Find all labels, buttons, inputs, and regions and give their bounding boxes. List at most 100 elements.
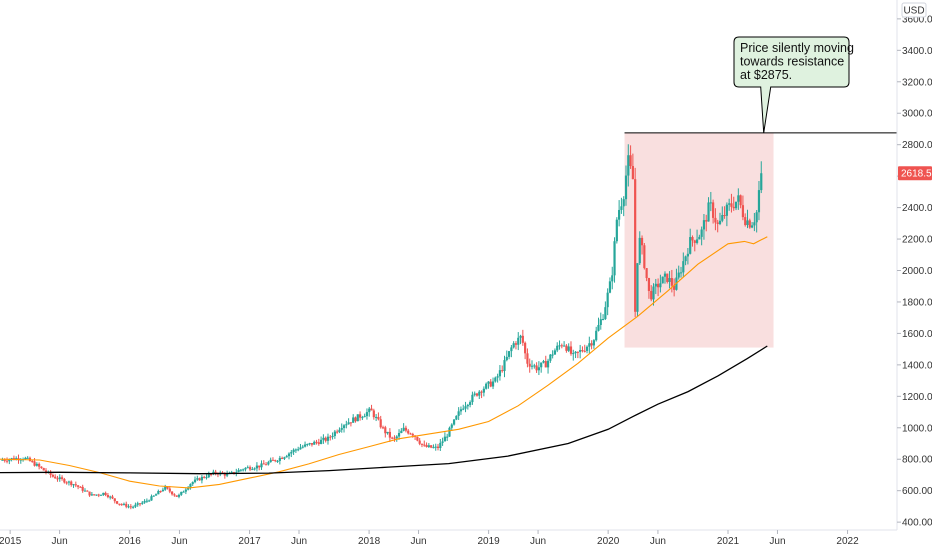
candle-body <box>255 465 259 469</box>
candle-body <box>269 459 272 463</box>
candle-body <box>661 276 664 284</box>
y-tick-label: 800.00 <box>902 455 932 466</box>
candle-body <box>67 481 71 483</box>
plot-area[interactable] <box>0 132 897 510</box>
x-tick-label: Jun <box>530 536 546 547</box>
candle-body <box>120 504 123 506</box>
candle-body <box>693 240 696 243</box>
candle-body <box>104 492 107 496</box>
candle-body <box>631 166 634 180</box>
candle-body <box>111 496 114 499</box>
candle-body <box>741 205 745 218</box>
candle-body <box>207 473 210 478</box>
candle-body <box>60 477 64 479</box>
candle-body <box>125 503 128 507</box>
candle-body <box>643 245 646 269</box>
candle-body <box>379 419 382 428</box>
candle-body <box>317 442 320 444</box>
candle-body <box>324 437 327 441</box>
candle-body <box>260 463 263 468</box>
moving-average-line-orange <box>0 236 768 489</box>
candle-body <box>624 175 628 200</box>
candle-body <box>537 367 540 371</box>
x-tick-label: 2017 <box>238 536 261 547</box>
candle-body <box>203 476 206 478</box>
x-tick-label: Jun <box>769 536 785 547</box>
candle-body <box>386 431 389 434</box>
candle-body <box>645 268 648 279</box>
candle-body <box>49 471 52 475</box>
candle-body <box>583 350 586 352</box>
candle-body <box>336 431 339 433</box>
candle-body <box>469 402 472 405</box>
candle-body <box>226 473 229 476</box>
candle-body <box>707 202 710 222</box>
candle-body <box>191 482 194 485</box>
candle-body <box>51 474 54 477</box>
candle-body <box>86 490 89 492</box>
candle-body <box>354 417 357 422</box>
candle-body <box>187 487 190 490</box>
candle-body <box>677 272 680 278</box>
candle-body <box>83 490 87 492</box>
candle-body <box>544 361 547 368</box>
candle-body <box>388 431 391 438</box>
candle-body <box>448 427 451 437</box>
x-tick-label: Jun <box>410 536 426 547</box>
candle-body <box>565 345 568 351</box>
candle-body <box>56 478 59 480</box>
candle-body <box>230 472 233 474</box>
candle-body <box>510 347 513 352</box>
candle-body <box>638 237 641 264</box>
candle-body <box>615 219 618 242</box>
candle-body <box>462 408 465 410</box>
candle-body <box>581 350 584 352</box>
x-tick-label: Jun <box>171 536 187 547</box>
candle-body <box>540 362 543 368</box>
candle-body <box>618 209 621 220</box>
candle-body <box>592 340 596 346</box>
candle-body <box>425 445 428 447</box>
candle-body <box>673 285 676 290</box>
candle-body <box>620 206 623 210</box>
x-tick-label: Jun <box>52 536 68 547</box>
candle-body <box>180 491 183 495</box>
candle-body <box>519 335 522 338</box>
time-axis[interactable]: 2015 Jun 2016 Jun 2017 Jun 2018 Jun 2019 Jun 2020 J… <box>0 530 859 547</box>
candle-body <box>627 155 630 176</box>
candle-body <box>718 220 722 224</box>
candle-body <box>728 203 731 205</box>
candle-body <box>308 443 311 445</box>
callout-bubble <box>733 36 850 133</box>
candle-body <box>748 220 751 228</box>
candle-body <box>666 273 669 282</box>
candle-body <box>88 491 91 496</box>
candle-body <box>712 202 715 218</box>
candle-body <box>138 503 142 505</box>
candle-body <box>452 419 456 425</box>
candle-body <box>10 458 13 460</box>
y-tick-label: 3600.00 <box>902 14 932 25</box>
candle-body <box>237 470 240 473</box>
candle-body <box>175 495 178 497</box>
candle-body <box>714 217 717 223</box>
candle-body <box>184 489 187 492</box>
candle-body <box>663 273 667 277</box>
y-tick-label: 2000.00 <box>902 266 932 277</box>
candle-body <box>212 471 215 475</box>
candle-body <box>74 484 77 486</box>
candle-body <box>370 408 373 411</box>
candle-body <box>345 424 348 426</box>
x-tick-label: Jun <box>650 536 666 547</box>
candle-body <box>375 416 378 418</box>
candle-body <box>358 414 362 418</box>
candle-body <box>200 476 203 481</box>
candle-body <box>70 481 73 485</box>
candle-body <box>274 460 277 462</box>
candle-body <box>3 459 6 461</box>
last-price-label: 2618.50 <box>901 169 932 180</box>
candle-body <box>574 351 577 354</box>
candle-body <box>416 436 419 441</box>
candle-body <box>377 416 380 420</box>
candle-body <box>303 444 307 447</box>
